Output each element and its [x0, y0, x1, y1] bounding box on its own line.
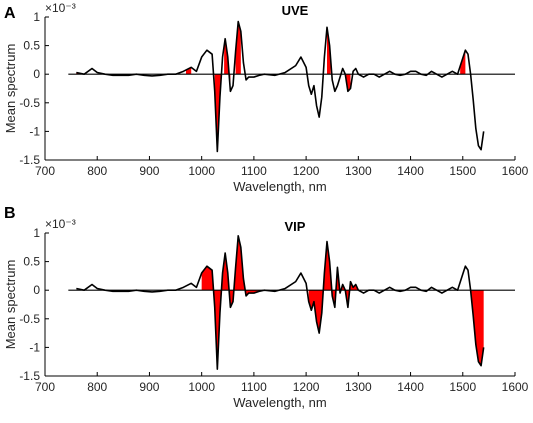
x-tick-label: 1500: [449, 380, 476, 394]
x-tick-label: 1600: [502, 380, 529, 394]
y-axis-title: Mean spectrum: [3, 260, 18, 350]
y-tick-label: -1: [29, 124, 40, 138]
y-tick-label: 0.5: [23, 255, 40, 269]
x-tick-label: 900: [139, 164, 159, 178]
y-tick-label: 1: [33, 10, 40, 24]
x-tick-label: 1300: [345, 380, 372, 394]
y-tick-label: 0.5: [23, 39, 40, 53]
y-tick-label: -0.5: [19, 96, 40, 110]
x-tick-label: 1200: [293, 380, 320, 394]
panel-letter: B: [4, 205, 16, 222]
panel-title: UVE: [282, 3, 309, 18]
highlight-region: [201, 235, 265, 370]
y-tick-label: 0: [33, 67, 40, 81]
y-tick-label: -1.5: [19, 153, 40, 167]
x-tick-label: 1200: [293, 164, 320, 178]
highlight-region: [470, 290, 484, 366]
x-tick-label: 1100: [241, 380, 267, 394]
y-axis-title: Mean spectrum: [3, 44, 18, 134]
x-tick-label: 700: [35, 164, 55, 178]
y-tick-label: 1: [33, 226, 40, 240]
x-tick-label: 1500: [449, 164, 476, 178]
panel-letter: A: [4, 5, 16, 22]
highlight-region: [235, 21, 241, 75]
y-tick-label: -0.5: [19, 312, 40, 326]
x-tick-label: 800: [87, 380, 107, 394]
y-exponent: ×10⁻³: [45, 1, 76, 15]
highlight-region: [186, 67, 192, 75]
y-tick-label: -1.5: [19, 369, 40, 383]
x-axis-title: Wavelength, nm: [233, 395, 326, 410]
y-tick-label: 0: [33, 283, 40, 297]
x-tick-label: 1000: [188, 380, 215, 394]
y-tick-label: -1: [29, 340, 40, 354]
spectrum-line: [76, 235, 485, 370]
x-tick-label: 1300: [345, 164, 372, 178]
panel-title: VIP: [285, 219, 306, 234]
x-tick-label: 900: [139, 380, 159, 394]
x-tick-label: 1000: [188, 164, 215, 178]
x-tick-label: 1100: [241, 164, 267, 178]
x-tick-label: 1400: [397, 164, 424, 178]
y-exponent: ×10⁻³: [45, 217, 76, 231]
spectrum-line: [76, 20, 485, 153]
highlight-region: [224, 38, 231, 92]
x-tick-label: 1600: [502, 164, 529, 178]
x-axis-title: Wavelength, nm: [233, 179, 326, 194]
x-tick-label: 700: [35, 380, 55, 394]
x-tick-label: 800: [87, 164, 107, 178]
x-tick-label: 1400: [397, 380, 424, 394]
